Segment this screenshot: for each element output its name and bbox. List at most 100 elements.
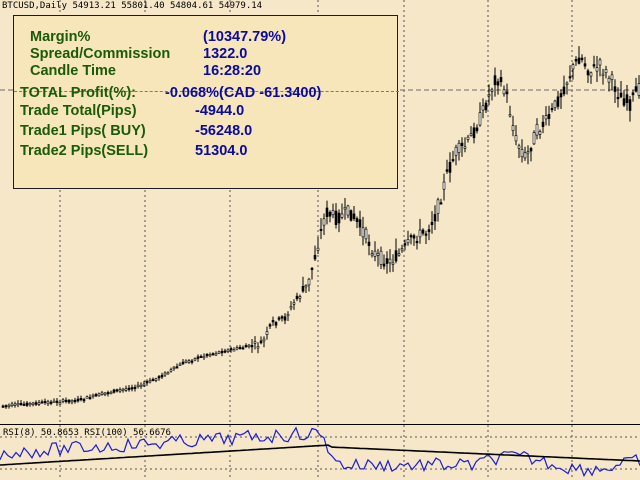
candle-body: [514, 135, 518, 142]
candle-body: [529, 147, 533, 152]
candle-body: [211, 353, 215, 356]
candle-body: [181, 361, 185, 365]
candle-body: [313, 254, 317, 260]
candle-body: [466, 136, 470, 140]
info-panel: Margin% (10347.79%) Spread/Commission 13…: [13, 15, 399, 189]
candle-body: [580, 57, 584, 61]
candle-body: [58, 402, 62, 405]
candle-body: [382, 263, 386, 267]
rsi-slow-line: [0, 444, 640, 466]
candle-body: [232, 349, 236, 352]
candle-body: [19, 403, 23, 406]
candle-body: [358, 219, 362, 228]
candle-body: [490, 89, 494, 92]
candle-body: [463, 146, 467, 149]
candle-body: [124, 388, 128, 391]
candle-body: [355, 218, 359, 222]
candle-body: [298, 296, 302, 299]
candle-body: [40, 401, 44, 404]
candle-body: [109, 391, 113, 395]
rsi-chart: [0, 425, 640, 480]
spread-value: 1322.0: [203, 46, 248, 62]
candle-body: [208, 354, 212, 357]
candle-body: [526, 151, 530, 154]
candle-body: [577, 57, 581, 64]
candle-body: [106, 392, 110, 395]
candle-time-label: Candle Time: [30, 63, 116, 79]
candle-body: [385, 258, 389, 264]
candle-body: [220, 350, 224, 354]
candle-body: [112, 389, 116, 393]
candle-body: [589, 72, 593, 77]
candle-body: [238, 346, 242, 350]
candle-body: [70, 400, 74, 403]
candle-body: [139, 384, 143, 388]
candle-body: [91, 394, 95, 397]
candle-body: [307, 278, 311, 286]
candle-body: [277, 317, 281, 320]
candle-body: [634, 86, 638, 92]
candle-body: [88, 397, 92, 400]
total-profit-value: -0.068%(CAD -61.3400): [165, 85, 322, 101]
candle-body: [598, 59, 602, 66]
candle-body: [496, 81, 500, 86]
candle-body: [16, 403, 20, 406]
candle-body: [412, 235, 416, 239]
candle-body: [418, 229, 422, 238]
candle-body: [13, 403, 17, 406]
candle-body: [73, 399, 77, 403]
candle-body: [622, 98, 626, 106]
candle-body: [574, 59, 578, 62]
candle-body: [499, 77, 503, 83]
candle-body: [337, 212, 341, 224]
candle-body: [352, 213, 356, 219]
candle-body: [430, 221, 434, 226]
candle-body: [154, 378, 158, 381]
candle-body: [616, 97, 620, 100]
candle-body: [388, 258, 392, 264]
candle-body: [517, 145, 521, 149]
total-profit-label: TOTAL Profit(%):: [20, 85, 136, 101]
candle-body: [268, 324, 272, 327]
candle-body: [559, 93, 563, 98]
spread-label: Spread/Commission: [30, 46, 171, 62]
candle-body: [22, 403, 26, 406]
candle-body: [1, 405, 5, 408]
candle-body: [571, 64, 575, 70]
candle-body: [148, 380, 152, 383]
candle-body: [253, 341, 257, 344]
candle-body: [427, 229, 431, 233]
candle-body: [202, 355, 206, 359]
candle-body: [523, 152, 527, 159]
candle-body: [25, 402, 29, 406]
candle-body: [619, 92, 623, 98]
candle-body: [493, 75, 497, 86]
candle-body: [562, 86, 566, 95]
candle-body: [451, 159, 455, 162]
candle-body: [553, 100, 557, 108]
candle-body: [136, 384, 140, 387]
candle-body: [505, 91, 509, 95]
candle-body: [205, 353, 209, 357]
candle-body: [469, 133, 473, 136]
candle-body: [31, 402, 35, 405]
candle-body: [367, 241, 371, 246]
candle-body: [157, 376, 161, 379]
candle-body: [100, 392, 104, 395]
candle-body: [520, 149, 524, 158]
candle-body: [244, 345, 248, 348]
trade2-label: Trade2 Pips(SELL): [20, 143, 149, 159]
candle-body: [538, 131, 542, 135]
candle-body: [64, 399, 68, 402]
candle-body: [478, 112, 482, 126]
candle-body: [247, 344, 251, 348]
candle-body: [607, 78, 611, 83]
candle-body: [334, 210, 338, 225]
candle-body: [52, 400, 56, 403]
rsi-indicator-pane[interactable]: RSI(8) 50.8653 RSI(100) 56.6676: [0, 424, 640, 480]
candle-body: [625, 94, 629, 103]
candle-body: [160, 374, 164, 378]
candle-body: [544, 115, 548, 120]
candle-body: [319, 228, 323, 232]
candle-body: [397, 253, 401, 256]
